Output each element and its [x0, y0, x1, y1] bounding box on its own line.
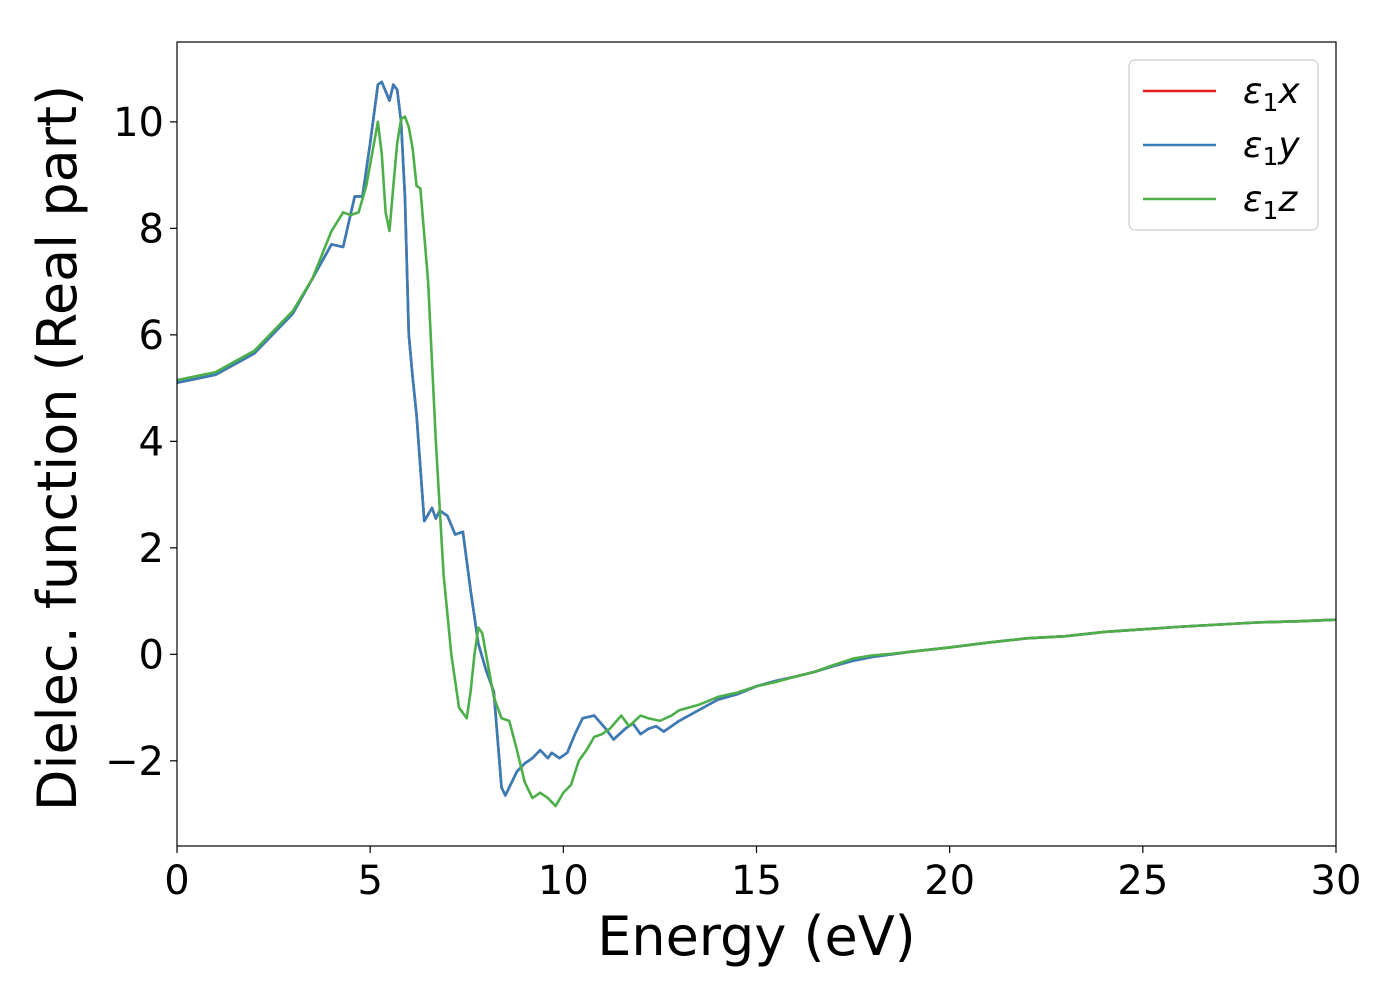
- y-tick-label: 10: [113, 100, 164, 146]
- y-tick-label: 6: [139, 313, 164, 359]
- y-axis-ticks: −2 0 2 4 6 8 10: [105, 100, 177, 785]
- legend-entries: ε1x ε1y ε1z: [1143, 71, 1300, 225]
- series-line-2: [176, 80, 1337, 797]
- plot-frame: [176, 41, 1337, 847]
- legend-label-1: ε1x: [1243, 71, 1300, 117]
- legend-label-3: ε1z: [1243, 179, 1298, 225]
- y-tick-label: −2: [105, 739, 164, 785]
- x-axis-label: Energy (eV): [597, 905, 916, 968]
- series-layer: [176, 80, 1337, 808]
- legend-box: [1128, 59, 1319, 231]
- y-tick-label: 4: [139, 419, 164, 465]
- y-tick-label: 8: [139, 206, 164, 252]
- x-tick-label: 10: [538, 858, 589, 904]
- x-tick-label: 5: [357, 858, 382, 904]
- y-axis-label: Dielec. function (Real part): [26, 85, 89, 811]
- legend-label-2: ε1y: [1243, 125, 1300, 171]
- legend: ε1x ε1y ε1z: [1128, 59, 1319, 231]
- y-tick-label: 0: [139, 632, 164, 678]
- x-axis-ticks: 0 5 10 15 20 25 30: [164, 846, 1361, 904]
- x-tick-label: 30: [1311, 858, 1362, 904]
- y-tick-label: 2: [139, 526, 164, 572]
- series-line-3: [176, 115, 1337, 808]
- x-tick-label: 20: [924, 858, 975, 904]
- x-tick-label: 25: [1117, 858, 1168, 904]
- x-tick-label: 0: [164, 858, 189, 904]
- x-tick-label: 15: [731, 858, 782, 904]
